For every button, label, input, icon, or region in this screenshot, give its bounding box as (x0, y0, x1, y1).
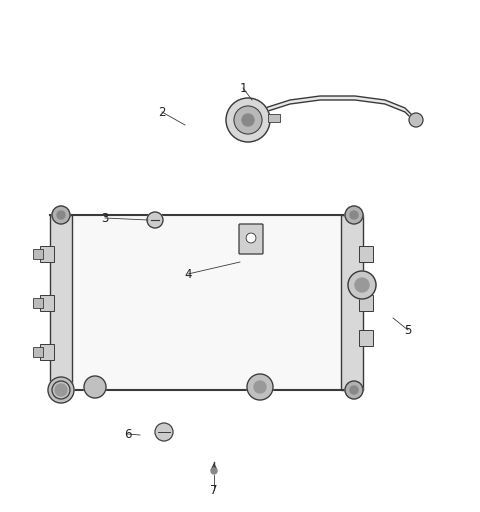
Bar (40, 344, 54, 359)
Bar (33, 347, 43, 356)
Circle shape (345, 381, 363, 399)
Text: 3: 3 (101, 211, 108, 224)
Bar (359, 294, 373, 310)
Bar (359, 330, 373, 346)
Bar (33, 248, 43, 259)
Circle shape (242, 114, 254, 126)
Circle shape (52, 381, 70, 399)
Text: 5: 5 (404, 324, 412, 336)
Text: 1: 1 (239, 81, 247, 95)
Circle shape (211, 468, 217, 474)
Circle shape (57, 211, 65, 219)
Bar (341, 215, 363, 390)
FancyBboxPatch shape (239, 224, 263, 254)
Circle shape (350, 386, 358, 394)
Text: 4: 4 (184, 267, 192, 281)
Circle shape (345, 206, 363, 224)
Circle shape (48, 377, 74, 403)
Circle shape (147, 212, 163, 228)
Circle shape (246, 233, 256, 243)
Text: 2: 2 (158, 105, 166, 118)
Circle shape (55, 384, 67, 396)
Circle shape (57, 386, 65, 394)
Circle shape (409, 113, 423, 127)
Circle shape (348, 271, 376, 299)
Circle shape (155, 423, 173, 441)
Circle shape (350, 211, 358, 219)
Circle shape (234, 106, 262, 134)
Circle shape (355, 278, 369, 292)
Bar (50, 215, 72, 390)
Bar (268, 114, 280, 122)
Text: 6: 6 (124, 428, 132, 440)
Circle shape (247, 374, 273, 400)
Bar (40, 294, 54, 310)
Circle shape (226, 98, 270, 142)
Text: 7: 7 (210, 483, 218, 497)
Polygon shape (265, 96, 415, 122)
Circle shape (84, 376, 106, 398)
Bar (33, 297, 43, 308)
Circle shape (52, 206, 70, 224)
Bar (40, 245, 54, 262)
Bar (68, 215, 345, 390)
Circle shape (254, 381, 266, 393)
Bar (359, 245, 373, 262)
